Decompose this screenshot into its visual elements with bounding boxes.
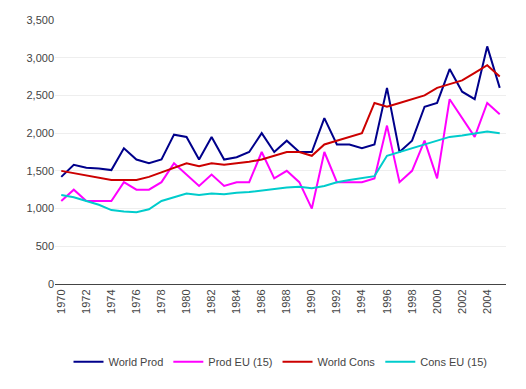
svg-text:3,000: 3,000 [26, 52, 54, 64]
svg-text:1976: 1976 [130, 289, 142, 313]
svg-text:1972: 1972 [80, 289, 92, 313]
svg-text:1990: 1990 [305, 289, 317, 313]
svg-text:1978: 1978 [155, 289, 167, 313]
svg-text:Prod EU (15): Prod EU (15) [208, 356, 272, 368]
svg-text:500: 500 [36, 240, 54, 252]
svg-text:1,500: 1,500 [26, 165, 54, 177]
svg-text:1974: 1974 [105, 289, 117, 313]
svg-text:1984: 1984 [230, 289, 242, 313]
svg-text:Cons EU (15): Cons EU (15) [420, 356, 487, 368]
svg-text:1998: 1998 [406, 289, 418, 313]
svg-text:3,500: 3,500 [26, 14, 54, 26]
svg-text:1982: 1982 [205, 289, 217, 313]
svg-text:2004: 2004 [481, 289, 493, 313]
svg-text:2002: 2002 [456, 289, 468, 313]
svg-text:1980: 1980 [180, 289, 192, 313]
svg-text:1994: 1994 [356, 289, 368, 313]
svg-text:1992: 1992 [330, 289, 342, 313]
svg-text:1,000: 1,000 [26, 202, 54, 214]
svg-text:2,000: 2,000 [26, 127, 54, 139]
svg-text:0: 0 [48, 278, 54, 290]
svg-text:2,500: 2,500 [26, 89, 54, 101]
svg-text:World Prod: World Prod [109, 356, 164, 368]
svg-text:2000: 2000 [431, 289, 443, 313]
svg-text:1986: 1986 [255, 289, 267, 313]
svg-text:World Cons: World Cons [318, 356, 376, 368]
svg-text:1988: 1988 [280, 289, 292, 313]
svg-text:1996: 1996 [381, 289, 393, 313]
svg-text:1970: 1970 [55, 289, 67, 313]
